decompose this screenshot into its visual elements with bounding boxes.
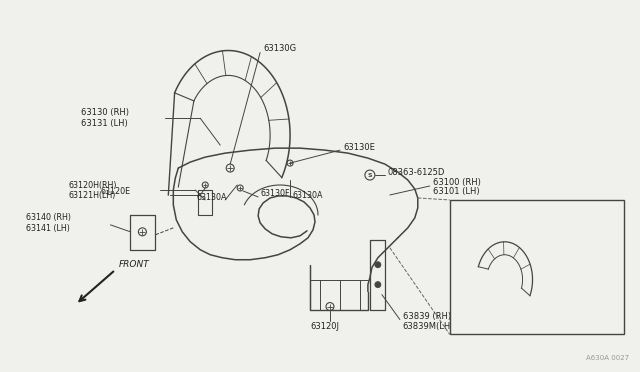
Text: 63130A: 63130A [196,193,227,202]
Bar [450,200,625,334]
Circle shape [375,282,381,288]
Text: 63121H(LH): 63121H(LH) [68,192,116,201]
Text: 63839M(LH): 63839M(LH) [403,322,454,331]
Text: 63130A: 63130A [292,192,323,201]
Text: 63130 (RH): 63130 (RH) [81,108,129,117]
Text: 63130G: 63130G [263,44,296,53]
Text: FRONT: FRONT [118,260,149,269]
Text: 63130E: 63130E [343,142,375,152]
Text: 63131 (LH): 63131 (LH) [81,119,127,128]
Text: 63120J: 63120J [310,323,339,331]
Text: 63101 (LH): 63101 (LH) [433,187,479,196]
Text: 63120E: 63120E [100,187,131,196]
Text: 63130E: 63130E [570,230,600,239]
Text: 63141 (LH): 63141 (LH) [26,224,70,233]
Text: A630A 0027: A630A 0027 [586,355,629,361]
Text: 63130A: 63130A [454,315,485,324]
Text: OP:(FED+CAL): OP:(FED+CAL) [454,205,524,214]
Text: 63130F: 63130F [260,189,290,199]
Text: 63839 (RH): 63839 (RH) [403,312,451,321]
Text: 63831 (LH): 63831 (LH) [566,277,611,286]
Text: 63140 (RH): 63140 (RH) [26,214,70,222]
Text: 63830 (RH): 63830 (RH) [566,265,611,274]
Text: 63100 (RH): 63100 (RH) [433,177,481,186]
Circle shape [375,262,381,268]
Text: S: S [367,173,372,177]
Text: 63120H(RH): 63120H(RH) [68,180,117,189]
Text: 08363-6125D: 08363-6125D [388,167,445,177]
